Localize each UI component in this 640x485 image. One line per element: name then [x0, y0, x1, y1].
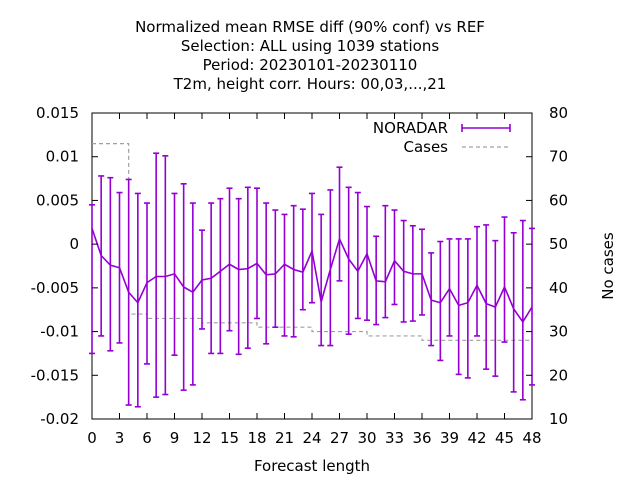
- x-tick-label: 18: [247, 429, 266, 447]
- y-tick-label: -0.005: [31, 279, 79, 297]
- y2-tick-label: 20: [549, 366, 568, 384]
- y-tick-label: -0.01: [40, 323, 79, 341]
- y-tick-label: -0.02: [40, 410, 79, 428]
- y-tick-label: 0: [69, 235, 79, 253]
- x-axis-label: Forecast length: [254, 457, 370, 475]
- legend-label-cases: Cases: [403, 138, 448, 156]
- x-tick-label: 12: [192, 429, 211, 447]
- cases-line: [92, 143, 532, 341]
- cases-series: [92, 143, 532, 341]
- x-tick-label: 15: [220, 429, 239, 447]
- x-tick-label: 27: [330, 429, 349, 447]
- x-tick-label: 0: [87, 429, 97, 447]
- x-tick-label: 39: [440, 429, 459, 447]
- y2-tick-label: 50: [549, 235, 568, 253]
- y2-tick-label: 30: [549, 323, 568, 341]
- x-tick-label: 45: [495, 429, 514, 447]
- x-tick-label: 3: [115, 429, 125, 447]
- y-tick-label: -0.015: [31, 366, 79, 384]
- y-tick-label: 0.015: [36, 104, 79, 122]
- y2-tick-label: 10: [549, 410, 568, 428]
- y-tick-label: 0.005: [36, 191, 79, 209]
- title-line-3: Period: 20230101-20230110: [203, 56, 418, 74]
- y2-axis-label: No cases: [599, 232, 617, 300]
- legend-label-noradar: NORADAR: [373, 119, 448, 137]
- chart-title: Normalized mean RMSE diff (90% conf) vs …: [135, 18, 485, 93]
- noradar-series: [89, 152, 535, 408]
- y2-tick-label: 80: [549, 104, 568, 122]
- y2-tick-label: 70: [549, 148, 568, 166]
- title-line-4: T2m, height corr. Hours: 00,03,...,21: [173, 75, 447, 93]
- x-tick-label: 36: [412, 429, 431, 447]
- axis-ticks: 0 3 6 9 12 15 18 21 24 27 30 33 36 39 42 45 48-0.02-0.01…: [31, 104, 568, 447]
- y2-tick-label: 60: [549, 191, 568, 209]
- x-tick-label: 33: [385, 429, 404, 447]
- x-tick-label: 6: [142, 429, 152, 447]
- x-tick-label: 48: [522, 429, 541, 447]
- title-line-2: Selection: ALL using 1039 stations: [181, 37, 440, 55]
- x-tick-label: 21: [275, 429, 294, 447]
- x-tick-label: 42: [467, 429, 486, 447]
- y-tick-label: 0.01: [46, 148, 79, 166]
- x-tick-label: 30: [357, 429, 376, 447]
- x-tick-label: 24: [302, 429, 321, 447]
- y2-tick-label: 40: [549, 279, 568, 297]
- x-tick-label: 9: [170, 429, 180, 447]
- title-line-1: Normalized mean RMSE diff (90% conf) vs …: [135, 18, 485, 36]
